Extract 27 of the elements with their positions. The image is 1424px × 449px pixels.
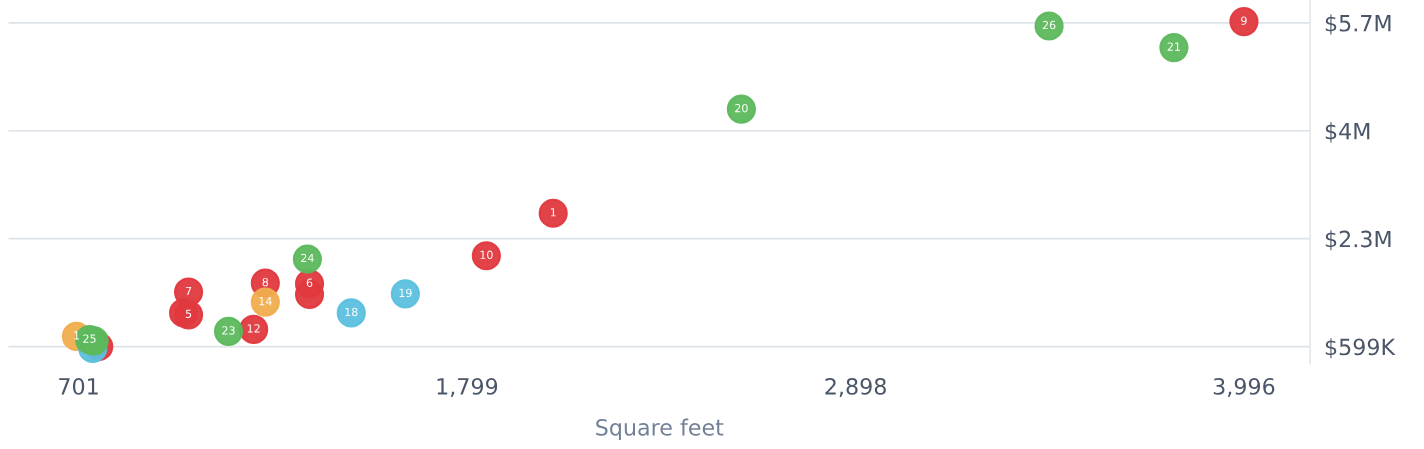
annotation: 14 (259, 297, 272, 306)
annotation: 1 (74, 331, 79, 340)
annotation: 23 (222, 326, 235, 335)
x-axis-title: Square feet (596, 418, 724, 441)
y-tick-label: $5.7M (1325, 14, 1391, 35)
x-tick-label: 2,898 (825, 377, 886, 398)
y-tick-label: $599K (1325, 338, 1396, 359)
annotation: 5 (185, 309, 192, 319)
annotation: 24 (301, 253, 314, 263)
annotation: 21 (1167, 42, 1180, 51)
annotation: 12 (247, 324, 260, 333)
annotation: 18 (345, 307, 358, 317)
annotation: 19 (399, 288, 412, 298)
annotation: 9 (1241, 16, 1247, 25)
annotation: 10 (480, 250, 493, 260)
x-tick-label: 701 (59, 377, 98, 395)
annotation: 1 (550, 208, 556, 217)
y-tick-label: $2.3M (1325, 230, 1391, 251)
annotation: 8 (262, 277, 269, 287)
annotation: 6 (306, 278, 313, 287)
annotation: 20 (735, 103, 748, 113)
x-tick-label: 3,996 (1213, 377, 1275, 398)
annotation: 25 (83, 334, 96, 343)
x-tick-label: 1,799 (437, 377, 498, 398)
annotation: 7 (185, 286, 192, 296)
annotation: 26 (1042, 20, 1056, 30)
y-tick-label: $4M (1325, 122, 1370, 143)
